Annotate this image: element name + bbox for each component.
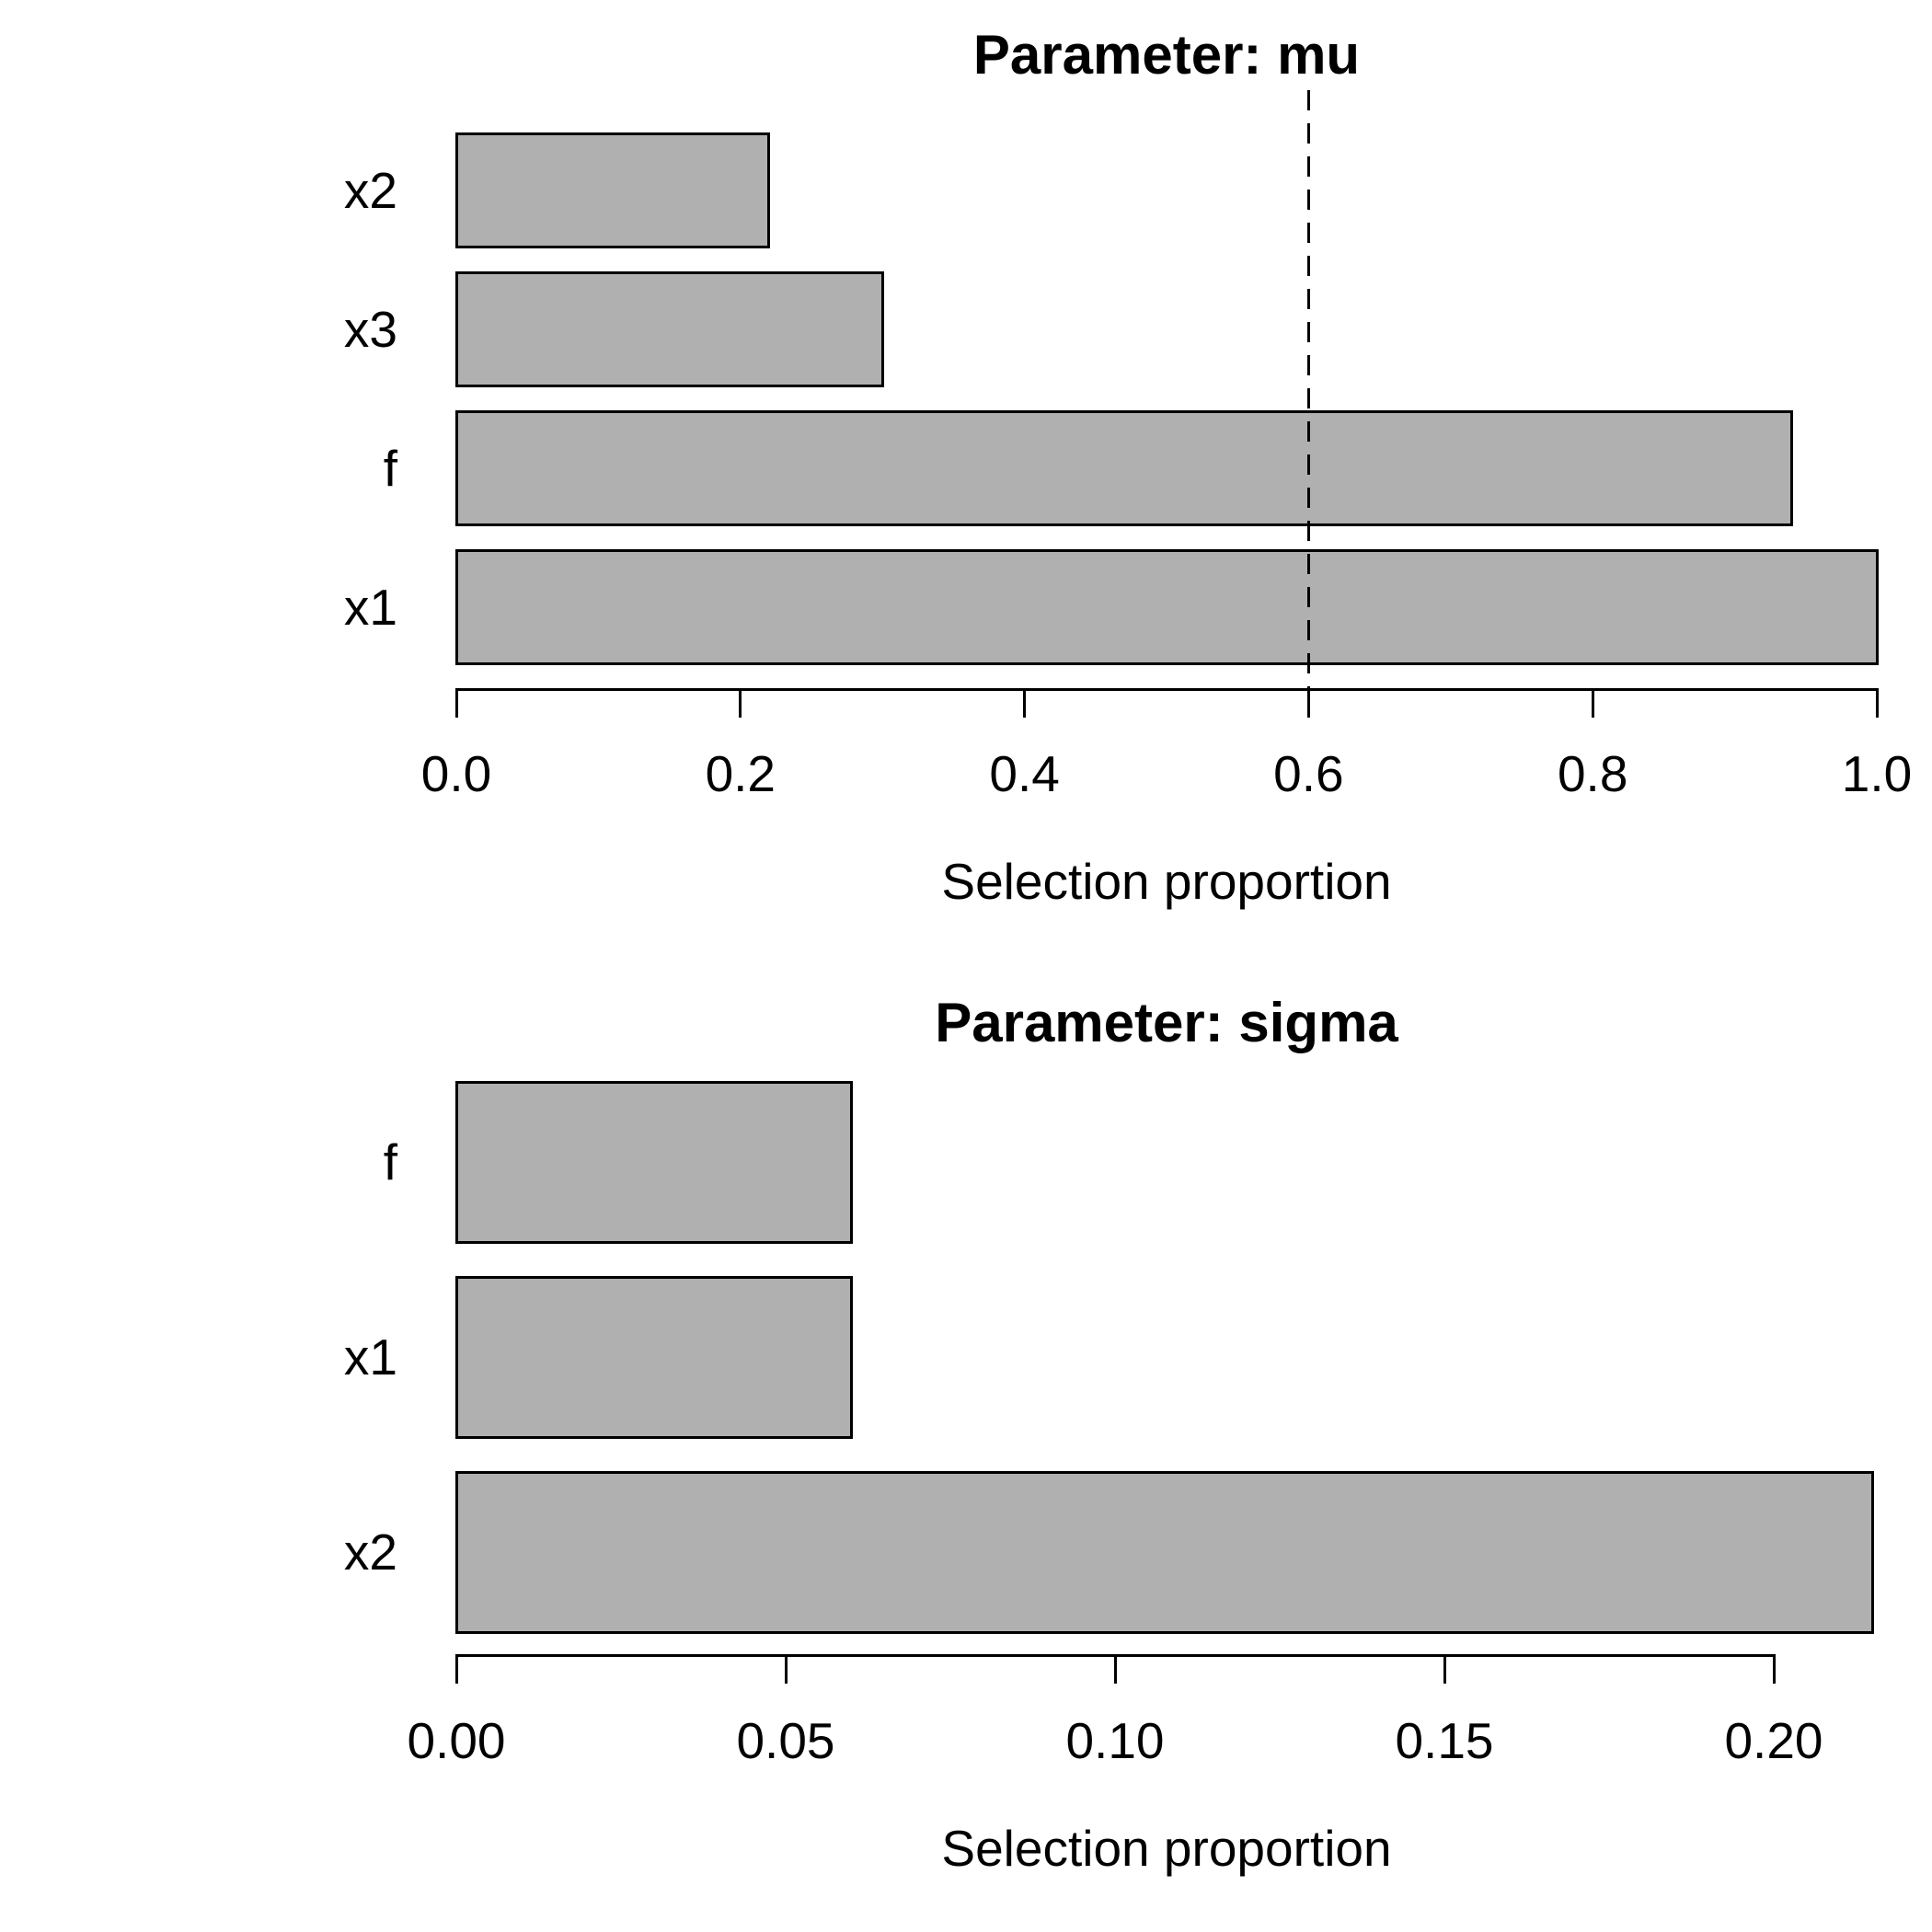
bar-x1 [454, 1276, 854, 1439]
x-axis-tick [739, 689, 742, 718]
x-axis-tick [454, 689, 458, 718]
x-axis-tick [1875, 689, 1879, 718]
bar-x1 [454, 549, 1879, 665]
x-axis-tick [784, 1655, 788, 1684]
x-axis-tick [1772, 1655, 1776, 1684]
x-axis-label: Selection proportion [941, 1820, 1392, 1877]
bar-x2 [454, 132, 771, 248]
category-label-f: f [383, 439, 397, 497]
x-axis-tick-label: 0.20 [1724, 1712, 1823, 1769]
x-axis-tick-label: 0.4 [989, 745, 1060, 802]
category-label-x1: x1 [343, 578, 397, 636]
chart-title: Parameter: sigma [935, 992, 1398, 1053]
x-axis-tick-label: 0.0 [420, 745, 492, 802]
category-label-x3: x3 [343, 300, 397, 358]
x-axis-tick-label: 0.8 [1557, 745, 1628, 802]
x-axis-tick-label: 0.2 [705, 745, 776, 802]
category-label-x1: x1 [343, 1328, 397, 1386]
chart-title: Parameter: mu [972, 24, 1361, 86]
x-axis-label: Selection proportion [941, 853, 1392, 910]
x-axis-line [454, 687, 1879, 691]
threshold-line [1306, 90, 1310, 689]
category-label-x2: x2 [343, 161, 397, 219]
x-axis-tick-label: 0.10 [1065, 1712, 1165, 1769]
bar-x3 [454, 271, 884, 387]
x-axis-tick-label: 0.05 [736, 1712, 835, 1769]
x-axis-tick-label: 1.0 [1841, 745, 1913, 802]
bar-x2 [454, 1471, 1874, 1634]
x-axis-tick-label: 0.15 [1395, 1712, 1494, 1769]
category-label-x2: x2 [343, 1524, 397, 1581]
x-axis-tick [1591, 689, 1594, 718]
x-axis-tick [1443, 1655, 1446, 1684]
x-axis-tick [1306, 689, 1310, 718]
bar-f [454, 410, 1793, 526]
x-axis-tick [1113, 1655, 1117, 1684]
x-axis-tick [1023, 689, 1027, 718]
bar-f [454, 1081, 854, 1244]
x-axis-tick [454, 1655, 458, 1684]
x-axis-tick-label: 0.6 [1273, 745, 1344, 802]
x-axis-tick-label: 0.00 [407, 1712, 506, 1769]
category-label-f: f [383, 1133, 397, 1190]
